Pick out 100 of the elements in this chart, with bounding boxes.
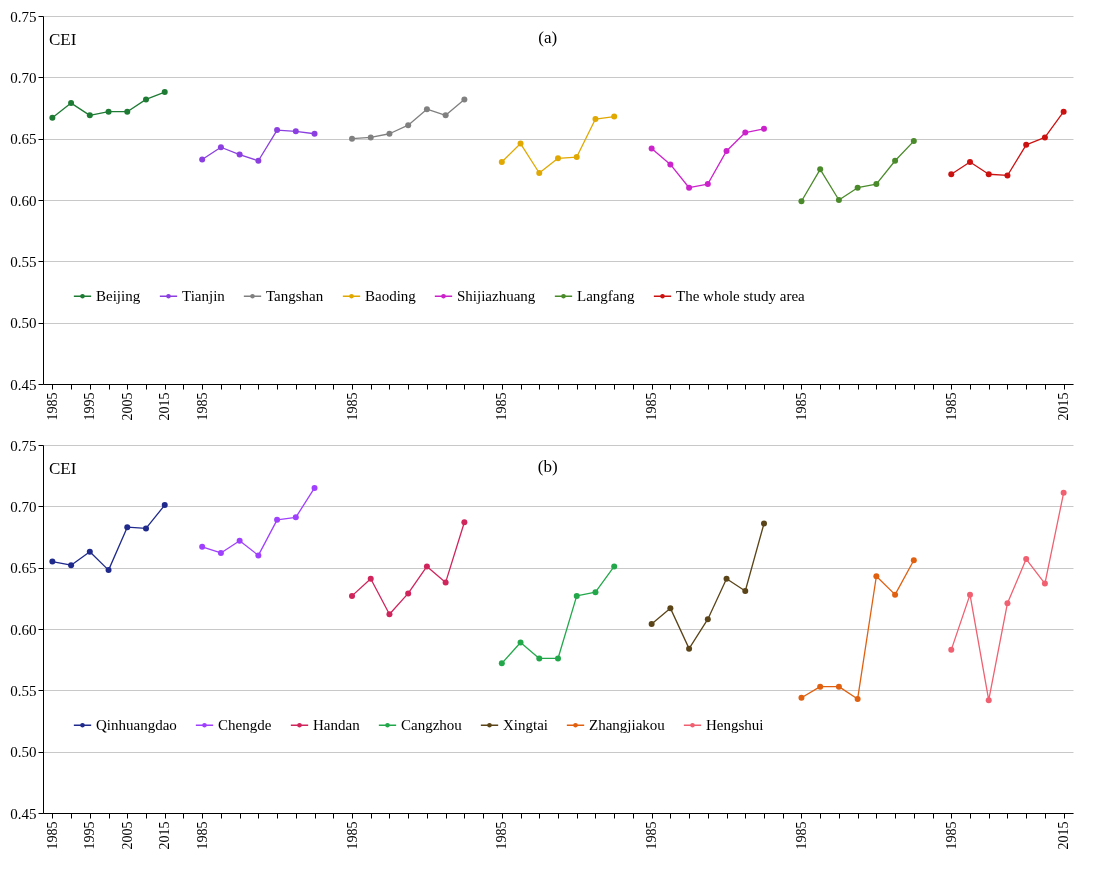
- point: [86, 548, 93, 555]
- point: [592, 589, 599, 596]
- point: [255, 157, 262, 164]
- point: [199, 543, 206, 550]
- point: [910, 557, 917, 564]
- x-tick-label: 1985: [344, 392, 360, 421]
- point: [798, 694, 805, 701]
- point: [292, 128, 299, 135]
- point: [686, 184, 693, 191]
- x-tick-label: 2015: [1056, 821, 1072, 850]
- point: [423, 106, 430, 113]
- legend-label: Tangshan: [266, 288, 324, 305]
- x-tick-label: 1985: [644, 392, 660, 421]
- x-tick-label: 1985: [194, 821, 210, 850]
- point: [892, 157, 899, 164]
- point: [349, 592, 355, 599]
- x-tick-label: 1985: [44, 392, 60, 421]
- x-tick-label: 1985: [793, 392, 809, 421]
- x-tick-label: 1985: [943, 821, 959, 850]
- legend-label: Shijiazhuang: [457, 288, 536, 305]
- text: (a): [538, 28, 558, 47]
- point: [854, 695, 861, 702]
- x-tick-label: 2005: [119, 821, 135, 850]
- point: [423, 563, 430, 570]
- legend-label: Baoding: [365, 288, 417, 305]
- point: [723, 147, 730, 154]
- point: [461, 519, 468, 526]
- point: [105, 567, 112, 574]
- point: [704, 616, 711, 623]
- point: [349, 135, 355, 142]
- point: [49, 114, 56, 121]
- point: [311, 484, 318, 491]
- point: [873, 573, 880, 580]
- point: [405, 590, 412, 597]
- y-tick-label: 0.50: [10, 315, 37, 332]
- point: [1041, 134, 1048, 141]
- point: [536, 655, 543, 662]
- point: [367, 134, 374, 141]
- point: [835, 197, 842, 203]
- y-tick-label: 0.65: [10, 560, 37, 577]
- point: [442, 112, 449, 119]
- x-tick-label: 1995: [82, 392, 98, 421]
- point: [86, 112, 93, 119]
- y-tick-label: 0.55: [10, 682, 37, 699]
- point: [761, 125, 767, 132]
- point: [667, 161, 674, 168]
- legend-label: Qinhuangdao: [96, 717, 177, 734]
- point: [742, 587, 749, 594]
- point: [948, 646, 955, 653]
- point: [611, 563, 618, 570]
- legend-label: Langfang: [577, 288, 635, 305]
- point: [292, 514, 299, 521]
- x-tick-label: 1985: [644, 821, 660, 850]
- point: [386, 130, 393, 137]
- x-tick-label: 1985: [793, 821, 809, 850]
- point: [723, 575, 730, 582]
- point: [442, 579, 449, 586]
- point: [892, 591, 899, 598]
- point: [948, 171, 955, 178]
- point: [49, 558, 56, 565]
- y-tick-label: 0.75: [10, 437, 37, 454]
- point: [143, 96, 149, 103]
- y-tick-label: 0.65: [10, 131, 37, 148]
- y-tick-label: 0.45: [10, 805, 37, 822]
- x-tick-label: 2015: [157, 821, 173, 850]
- point: [105, 108, 112, 115]
- point: [274, 127, 281, 134]
- point: [573, 592, 580, 599]
- point: [592, 116, 599, 123]
- point: [1023, 141, 1030, 148]
- legend-label: Tianjin: [182, 288, 226, 305]
- point: [817, 166, 824, 173]
- legend-label: The whole study area: [676, 288, 806, 305]
- legend-label: Beijing: [96, 288, 141, 305]
- legend-label: Handan: [313, 717, 361, 734]
- point: [555, 155, 561, 162]
- y-tick-label: 0.60: [10, 192, 37, 209]
- point: [686, 645, 693, 652]
- point: [367, 575, 374, 582]
- point: [161, 502, 168, 509]
- point: [1023, 556, 1030, 563]
- point: [217, 549, 224, 556]
- point: [236, 537, 243, 544]
- point: [555, 655, 561, 662]
- x-tick-label: 2005: [119, 392, 135, 421]
- point: [236, 151, 243, 158]
- x-tick-label: 1985: [943, 392, 959, 421]
- point: [798, 198, 805, 205]
- y-axis-title: CEI: [49, 459, 77, 478]
- y-tick-label: 0.70: [10, 69, 37, 86]
- point: [1041, 580, 1048, 587]
- y-tick-label: 0.75: [10, 8, 37, 25]
- point: [742, 129, 749, 136]
- point: [573, 154, 580, 161]
- point: [217, 144, 224, 151]
- point: [517, 639, 524, 646]
- point: [124, 108, 131, 115]
- x-tick-label: 1985: [194, 392, 210, 421]
- legend-label: Xingtai: [503, 717, 548, 734]
- point: [517, 140, 524, 147]
